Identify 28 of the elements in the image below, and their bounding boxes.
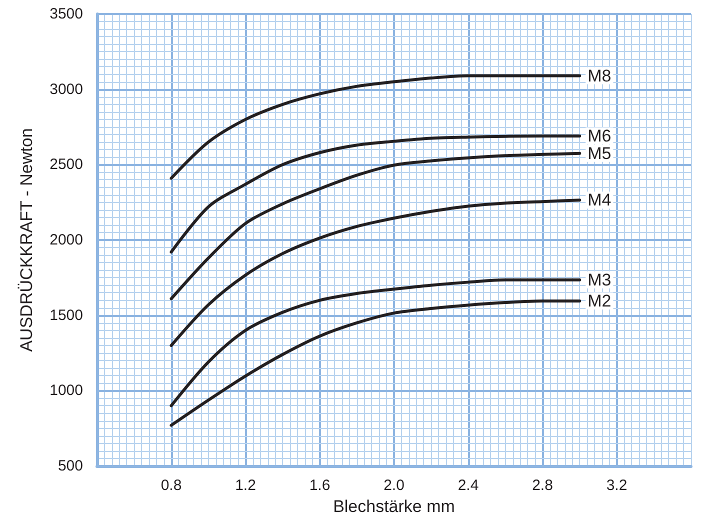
y-tick-label: 2000	[50, 232, 83, 248]
series-label: M3	[588, 270, 612, 290]
line-series	[170, 74, 582, 180]
series-label: M8	[588, 66, 612, 86]
x-tick-label: 3.2	[606, 477, 628, 494]
y-tick-label: 3000	[50, 80, 83, 98]
x-tick-label: 1.6	[309, 477, 330, 494]
line-series	[170, 198, 582, 347]
y-tick-label: 2500	[50, 156, 83, 174]
x-tick-label: 2.4	[458, 477, 479, 494]
x-tick-label: 1.2	[235, 477, 256, 494]
line-series	[170, 152, 582, 300]
x-axis-title: Blechstärke mm	[333, 496, 455, 516]
y-tick-label: 500	[58, 458, 83, 474]
x-tick-label: 2.8	[532, 477, 553, 494]
y-tick-label: 1500	[50, 306, 83, 324]
series-label: M4	[588, 190, 612, 210]
y-tick-label: 1000	[50, 382, 83, 400]
line-series	[170, 300, 582, 427]
x-tick-label: 2.0	[384, 477, 404, 494]
line-series	[170, 134, 582, 254]
y-tick-label: 3500	[50, 6, 83, 22]
x-tick-label: 0.8	[160, 477, 182, 494]
line-series	[170, 278, 582, 408]
series-label: M5	[588, 144, 612, 163]
series-label: M6	[588, 126, 612, 146]
series-label: M2	[588, 292, 612, 311]
y-axis-title: AUSDRÜCKKRAFT - Newton	[17, 128, 36, 352]
